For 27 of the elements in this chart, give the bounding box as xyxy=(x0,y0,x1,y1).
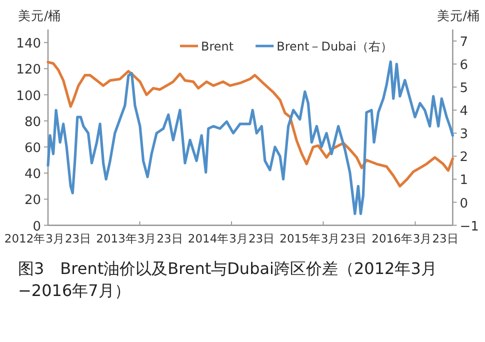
x-tick-label: 2015年3月23日 xyxy=(280,231,367,246)
text: 图3 Brent油价以及Brent与Dubai跨区价差（2012年3月−2016年7月） xyxy=(18,258,438,302)
y-axis-title: 美元/桶 xyxy=(18,8,62,23)
y-tick-label: 100 xyxy=(16,88,41,104)
y-tick-label: 40 xyxy=(24,167,41,182)
line-series xyxy=(46,60,454,216)
y2-tick-label: 0 xyxy=(460,196,468,212)
x-tick-label: 2014年3月23日 xyxy=(188,231,276,246)
line-series xyxy=(46,60,454,188)
y2-tick-label: −1 xyxy=(460,219,479,234)
legend-label: Brent－Dubai（右） xyxy=(276,40,392,54)
y-tick-label: 80 xyxy=(24,114,41,130)
y2-tick-label: 6 xyxy=(460,58,468,74)
y-tick-label: 140 xyxy=(16,36,41,52)
y2-tick-label: 4 xyxy=(460,104,468,120)
x-tick-label: 2016年3月23日 xyxy=(372,231,459,246)
y2-tick-label: 1 xyxy=(460,173,468,188)
y-tick-label: 60 xyxy=(24,140,41,156)
y-tick-label: 120 xyxy=(16,62,41,78)
y-tick-label: 20 xyxy=(24,193,41,208)
y2-tick-label: 5 xyxy=(460,81,468,96)
y2-tick-label: 7 xyxy=(460,35,468,50)
y2-axis-title: 美元/桶 xyxy=(436,8,480,23)
x-tick-label: 2013年3月23日 xyxy=(96,231,184,246)
legend-label: Brent xyxy=(201,40,234,54)
y2-tick-label: 2 xyxy=(460,150,468,166)
y2-tick-label: 3 xyxy=(460,127,468,142)
